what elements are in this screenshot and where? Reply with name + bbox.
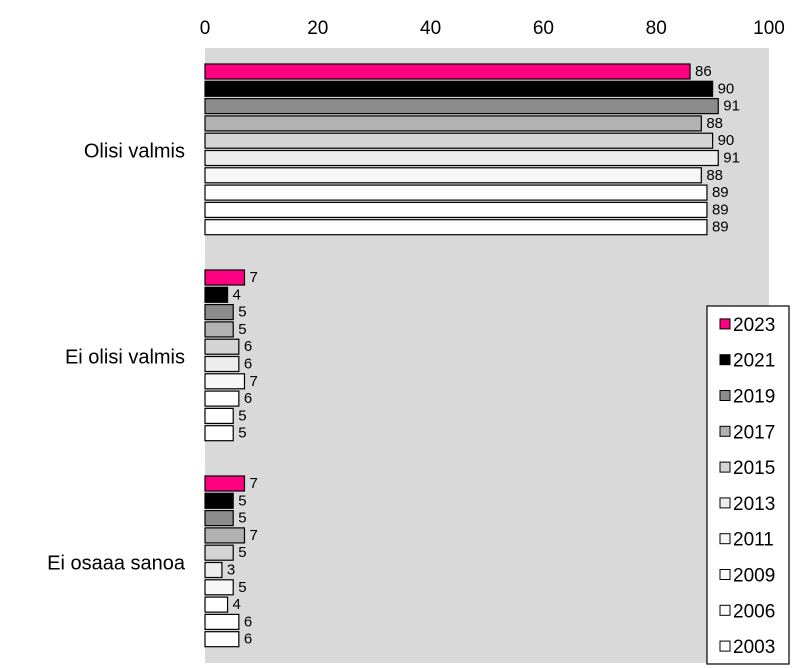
bar [205,116,701,131]
data-label: 6 [244,390,252,407]
data-label: 4 [233,286,241,303]
bar [205,339,239,354]
data-label: 3 [227,562,235,579]
data-label: 91 [723,150,740,167]
legend: 2023 2021 2019 2017 2015 2013 2011 2009 2006 2003 [707,306,789,664]
bar [205,511,233,526]
x-tick-label: 80 [646,18,667,39]
bar [205,64,690,79]
category-label: Olisi valmis [84,141,185,163]
legend-swatch [720,605,730,615]
bar [205,133,713,148]
legend-label: 2011 [733,530,774,551]
data-label: 5 [238,510,246,527]
data-label: 6 [244,631,252,648]
bar [205,614,239,629]
data-label: 5 [238,407,246,424]
legend-swatch [720,426,730,436]
data-label: 90 [718,132,735,149]
bar [205,270,244,285]
legend-label: 2013 [733,494,775,515]
data-label: 90 [718,80,735,97]
data-label: 7 [249,527,257,544]
legend-label: 2009 [733,566,775,587]
legend-swatch [720,641,730,651]
bar [205,426,233,441]
legend-label: 2023 [733,315,775,336]
bar [205,374,244,389]
category-labels: Olisi valmis Ei olisi valmis Ei osaaa sano… [47,141,186,575]
bar [205,151,718,166]
legend-swatch [720,534,730,544]
data-label: 91 [723,98,740,115]
bar [205,408,233,423]
bar [205,597,228,612]
data-label: 5 [238,425,246,442]
legend-label: 2006 [733,601,775,622]
bar [205,580,233,595]
bar [205,81,713,96]
legend-swatch [720,391,730,401]
x-tick-label: 100 [753,18,785,39]
bar [205,545,233,560]
legend-swatch [720,355,730,365]
legend-label: 2021 [733,351,775,372]
data-label: 5 [238,492,246,509]
bar [205,632,239,647]
bar [205,202,707,217]
bar [205,99,718,114]
data-label: 6 [244,613,252,630]
bar [205,287,228,302]
x-tick-label: 20 [307,18,328,39]
bar [205,563,222,578]
data-label: 5 [238,321,246,338]
data-label: 6 [244,356,252,373]
bar [205,476,244,491]
x-tick-label: 40 [420,18,441,39]
bar [205,357,239,372]
legend-label: 2019 [733,387,775,408]
data-label: 5 [238,579,246,596]
bar [205,305,233,320]
data-label: 89 [712,219,729,236]
legend-label: 2017 [733,422,775,443]
bar [205,220,707,235]
data-label: 5 [238,304,246,321]
bar [205,185,707,200]
legend-label: 2015 [733,458,775,479]
data-label: 4 [233,596,241,613]
bar [205,322,233,337]
legend-swatch [720,570,730,580]
legend-label: 2003 [733,637,775,658]
data-label: 7 [249,269,257,286]
bar [205,528,244,543]
data-label: 7 [249,475,257,492]
data-label: 89 [712,201,729,218]
bar [205,168,701,183]
data-label: 5 [238,544,246,561]
x-axis: 0 20 40 60 80 100 [200,18,785,39]
data-label: 89 [712,184,729,201]
category-label: Ei osaaa sanoa [47,553,186,575]
x-tick-label: 60 [533,18,554,39]
data-label: 88 [706,167,723,184]
legend-swatch [720,498,730,508]
x-tick-label: 0 [200,18,211,39]
data-label: 7 [249,373,257,390]
category-label: Ei olisi valmis [65,347,185,369]
legend-swatch [720,319,730,329]
data-label: 6 [244,338,252,355]
bar [205,391,239,406]
legend-swatch [720,462,730,472]
data-label: 88 [706,115,723,132]
bar [205,493,233,508]
data-label: 86 [695,63,712,80]
